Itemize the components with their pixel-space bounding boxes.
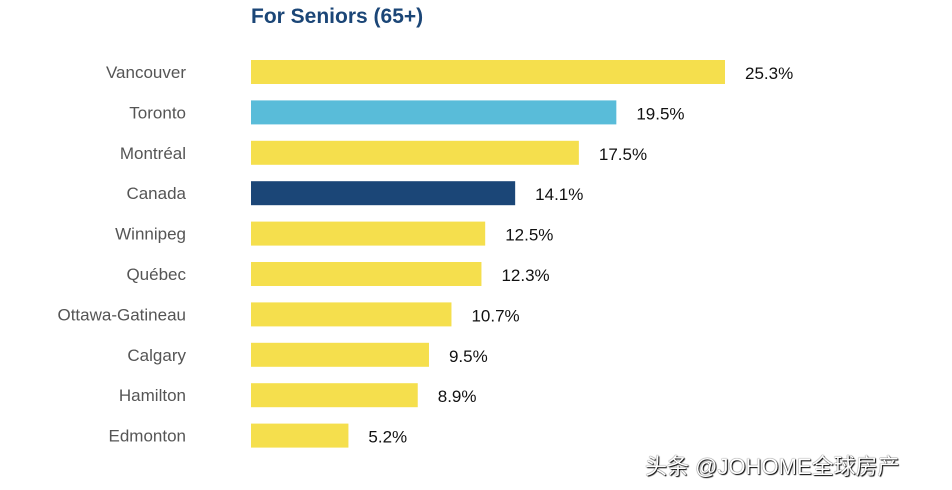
bar: [251, 60, 725, 84]
value-label: 17.5%: [599, 145, 647, 164]
value-label: 12.3%: [501, 266, 549, 285]
bar: [251, 302, 452, 327]
category-label: Edmonton: [109, 427, 187, 446]
bar: [251, 140, 579, 165]
bar: [251, 221, 486, 246]
value-label: 19.5%: [636, 104, 684, 123]
value-label: 8.9%: [438, 387, 477, 406]
category-label: Calgary: [127, 346, 186, 365]
category-label: Hamilton: [119, 386, 186, 405]
category-label: Canada: [126, 184, 186, 203]
value-label: 25.3%: [745, 64, 793, 83]
bar: [251, 100, 617, 125]
bar: [251, 262, 482, 286]
category-label: Montréal: [120, 144, 186, 163]
category-label: Québec: [126, 265, 186, 284]
value-label: 14.1%: [535, 185, 583, 204]
bar: [251, 342, 429, 367]
bar: [251, 383, 418, 408]
value-label: 12.5%: [505, 226, 553, 245]
category-label: Toronto: [129, 103, 186, 122]
chart-title: For Seniors (65+): [251, 5, 424, 28]
watermark: 头条 @JOHOME全球房产: [645, 454, 900, 479]
category-label: Ottawa-Gatineau: [57, 305, 186, 324]
bar: [251, 423, 349, 448]
category-label: Winnipeg: [115, 225, 186, 244]
value-label: 5.2%: [368, 428, 407, 447]
value-label: 10.7%: [471, 306, 519, 325]
category-label: Vancouver: [106, 63, 186, 82]
value-label: 9.5%: [449, 347, 488, 366]
bar: [251, 181, 516, 206]
